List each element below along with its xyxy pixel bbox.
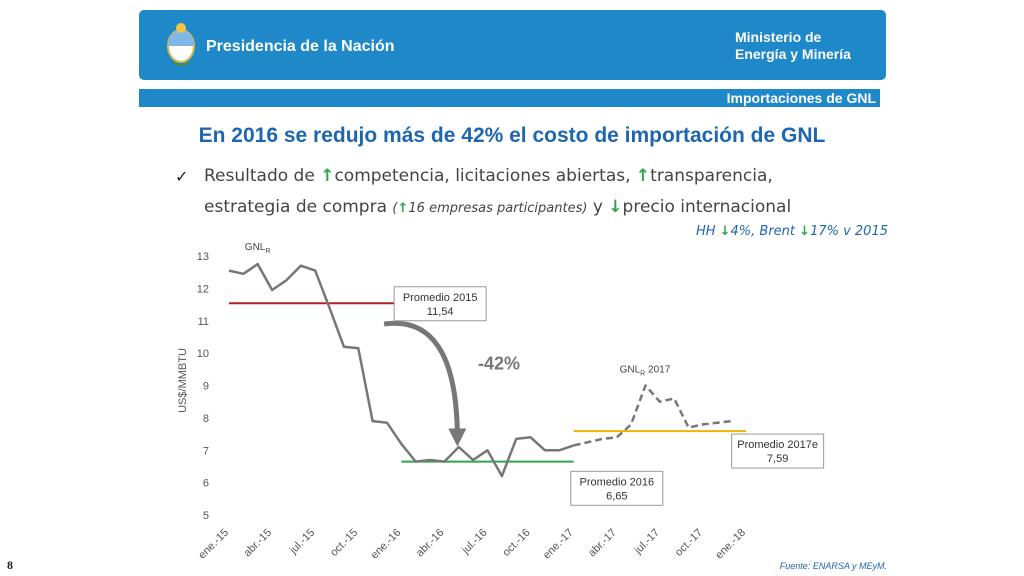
ministerio-label: Ministerio de Energía y Minería	[735, 29, 851, 63]
bullet-text-6: precio internacional	[622, 197, 792, 217]
x-tick-label: ene.-18	[713, 527, 748, 562]
coat-of-arms-icon	[167, 23, 195, 66]
y-tick-label: 5	[203, 510, 209, 522]
reduction-arrow-icon	[383, 320, 460, 433]
y-tick-label: 12	[197, 283, 209, 295]
average-box	[731, 433, 825, 469]
note-text-3: 17% v 2015	[810, 224, 888, 239]
y-tick-label: 8	[203, 413, 209, 425]
presidencia-label: Presidencia de la Nación	[206, 38, 395, 55]
bullet-text-2: competencia, licitaciones abiertas,	[334, 166, 636, 186]
average-box-title: Promedio 2015	[403, 292, 478, 304]
average-lines	[229, 302, 746, 463]
note-text-1: HH	[695, 224, 720, 239]
slide-title: En 2016 se redujo más de 42% el costo de…	[198, 124, 826, 147]
average-box-title: Promedio 2017e	[737, 439, 818, 451]
header-banner	[139, 10, 886, 80]
x-tick-label: abr.-17	[586, 527, 619, 560]
bullet-text-3: transparencia,	[650, 166, 773, 186]
x-tick-label: ene.-16	[369, 527, 404, 562]
bullet-paren-text: 16 empresas participantes)	[408, 201, 588, 216]
ministerio-line2: Energía y Minería	[735, 46, 851, 62]
up-arrow-icon: ↑	[635, 166, 651, 186]
y-axis-ticks: 5 6 7 8 9 10 11 12 13	[197, 251, 209, 522]
reduction-arrowhead-icon	[448, 428, 467, 447]
bullet-text-5: y	[587, 197, 609, 217]
x-tick-label: abr.-16	[414, 527, 447, 560]
gnl-price-chart: 5 6 7 8 9 10 11 12 13 ene.-15 abr.-15 jul.-15 oct.-…	[177, 242, 825, 562]
series-label-sub: R	[640, 371, 645, 378]
y-tick-label: 9	[203, 381, 209, 393]
average-box	[570, 470, 664, 506]
note-text-2: 4%, Brent	[730, 224, 800, 239]
up-arrow-icon: ↑	[397, 201, 409, 216]
average-box-value: 6,65	[606, 490, 627, 502]
x-tick-label: oct.-16	[500, 527, 532, 559]
bullet-line-2: estrategia de compra (↑16 empresas parti…	[204, 197, 791, 217]
reduction-label: -42%	[478, 353, 520, 373]
average-boxes: Promedio 2015 11,54 Promedio 2016 6,65 Prome…	[393, 286, 825, 506]
y-tick-label: 10	[197, 348, 209, 360]
ministerio-line1: Ministerio de	[735, 29, 822, 45]
average-box-title: Promedio 2016	[579, 476, 654, 488]
bullet-line-1: Resultado de ↑competencia, licitaciones …	[204, 166, 773, 186]
down-arrow-icon: ↓	[719, 224, 731, 239]
data-series	[228, 262, 732, 478]
x-tick-label: jul.-15	[287, 527, 317, 557]
down-arrow-icon: ↓	[608, 197, 623, 217]
average-box-value: 11,54	[427, 306, 454, 318]
check-icon: ✓	[175, 167, 189, 186]
y-axis-label: US$/MMBTU	[177, 348, 189, 413]
y-tick-label: 7	[203, 445, 209, 457]
x-tick-label: ene.-15	[196, 527, 231, 562]
x-tick-label: ene.-17	[541, 527, 576, 562]
series-label-gnlr: GNLR	[245, 242, 271, 255]
section-bar: Importaciones de GNL	[139, 89, 880, 107]
y-tick-label: 13	[197, 251, 209, 263]
bullet-paren-open: (	[392, 201, 398, 216]
x-axis-ticks: ene.-15 abr.-15 jul.-15 oct.-15 ene.-16 abr.-…	[196, 527, 748, 562]
source-note: Fuente: ENARSA y MEyM.	[779, 561, 887, 571]
x-tick-label: abr.-15	[242, 527, 275, 560]
page-number: 8	[7, 558, 13, 572]
y-tick-label: 6	[203, 478, 209, 490]
up-arrow-icon: ↑	[320, 166, 335, 186]
bullet-text-4: estrategia de compra	[204, 197, 393, 217]
series-line	[228, 262, 575, 478]
average-box	[393, 286, 487, 322]
series-label-gnlr-2017: GNLR 2017	[620, 365, 671, 378]
down-arrow-icon: ↓	[799, 224, 811, 239]
average-box-value: 7,59	[767, 453, 788, 465]
series-label-sub: R	[265, 248, 270, 255]
x-tick-label: jul.-17	[632, 527, 662, 557]
section-title: Importaciones de GNL	[726, 90, 876, 106]
x-tick-label: jul.-16	[459, 527, 489, 557]
y-tick-label: 11	[198, 316, 209, 328]
price-note: HH ↓4%, Brent ↓17% v 2015	[696, 224, 888, 239]
series-line	[573, 384, 732, 447]
series-label-tail: 2017	[645, 365, 670, 376]
x-tick-label: oct.-15	[328, 527, 360, 559]
series-labels: GNLR GNLR 2017	[245, 242, 671, 378]
x-tick-label: oct.-17	[673, 527, 705, 559]
bullet-text-1: Resultado de	[204, 166, 321, 186]
